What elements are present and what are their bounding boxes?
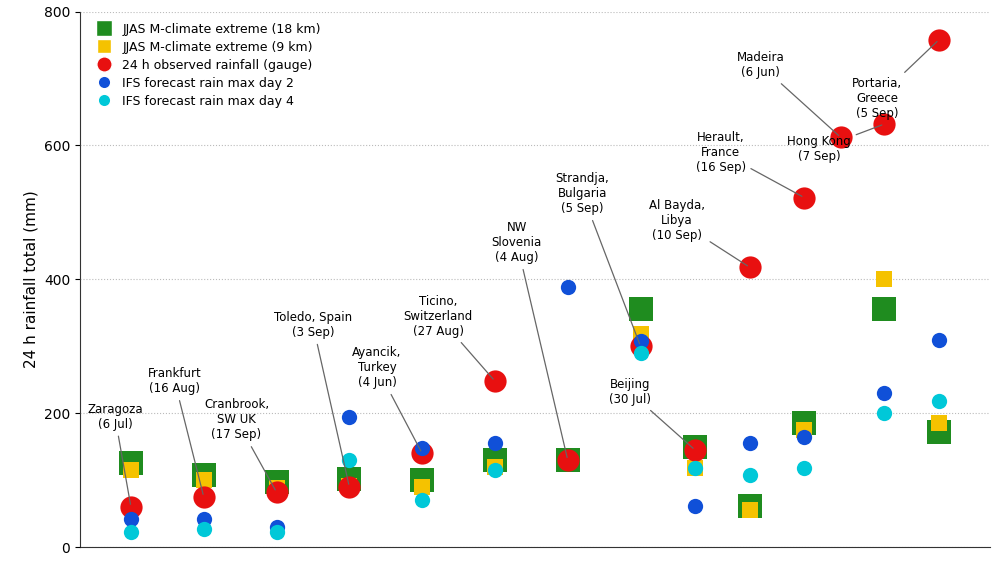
- Text: Toledo, Spain
(3 Sep): Toledo, Spain (3 Sep): [274, 311, 352, 484]
- Text: NW
Slovenia
(4 Aug): NW Slovenia (4 Aug): [492, 221, 567, 457]
- Text: Al Bayda,
Libya
(10 Sep): Al Bayda, Libya (10 Sep): [649, 199, 747, 266]
- Text: Cranbrook,
SW UK
(17 Sep): Cranbrook, SW UK (17 Sep): [204, 399, 275, 490]
- Text: Madeira
(6 Jun): Madeira (6 Jun): [737, 51, 839, 135]
- Text: Ayancik,
Turkey
(4 Jun): Ayancik, Turkey (4 Jun): [352, 346, 421, 451]
- Y-axis label: 24 h rainfall total (mm): 24 h rainfall total (mm): [23, 191, 38, 368]
- Text: Portaria,
Greece
(5 Sep): Portaria, Greece (5 Sep): [852, 41, 937, 120]
- Text: Strandja,
Bulgaria
(5 Sep): Strandja, Bulgaria (5 Sep): [555, 172, 640, 344]
- Text: Frankfurt
(16 Aug): Frankfurt (16 Aug): [148, 367, 203, 494]
- Text: Hong Kong
(7 Sep): Hong Kong (7 Sep): [787, 125, 882, 163]
- Text: Herault,
France
(16 Sep): Herault, France (16 Sep): [696, 131, 802, 196]
- Text: Beijing
(30 Jul): Beijing (30 Jul): [609, 378, 693, 448]
- Text: Zaragoza
(6 Jul): Zaragoza (6 Jul): [87, 403, 143, 504]
- Text: Ticino,
Switzerland
(27 Aug): Ticino, Switzerland (27 Aug): [404, 295, 493, 379]
- Legend: JJAS M-climate extreme (18 km), JJAS M-climate extreme (9 km), 24 h observed rai: JJAS M-climate extreme (18 km), JJAS M-c…: [86, 18, 326, 113]
